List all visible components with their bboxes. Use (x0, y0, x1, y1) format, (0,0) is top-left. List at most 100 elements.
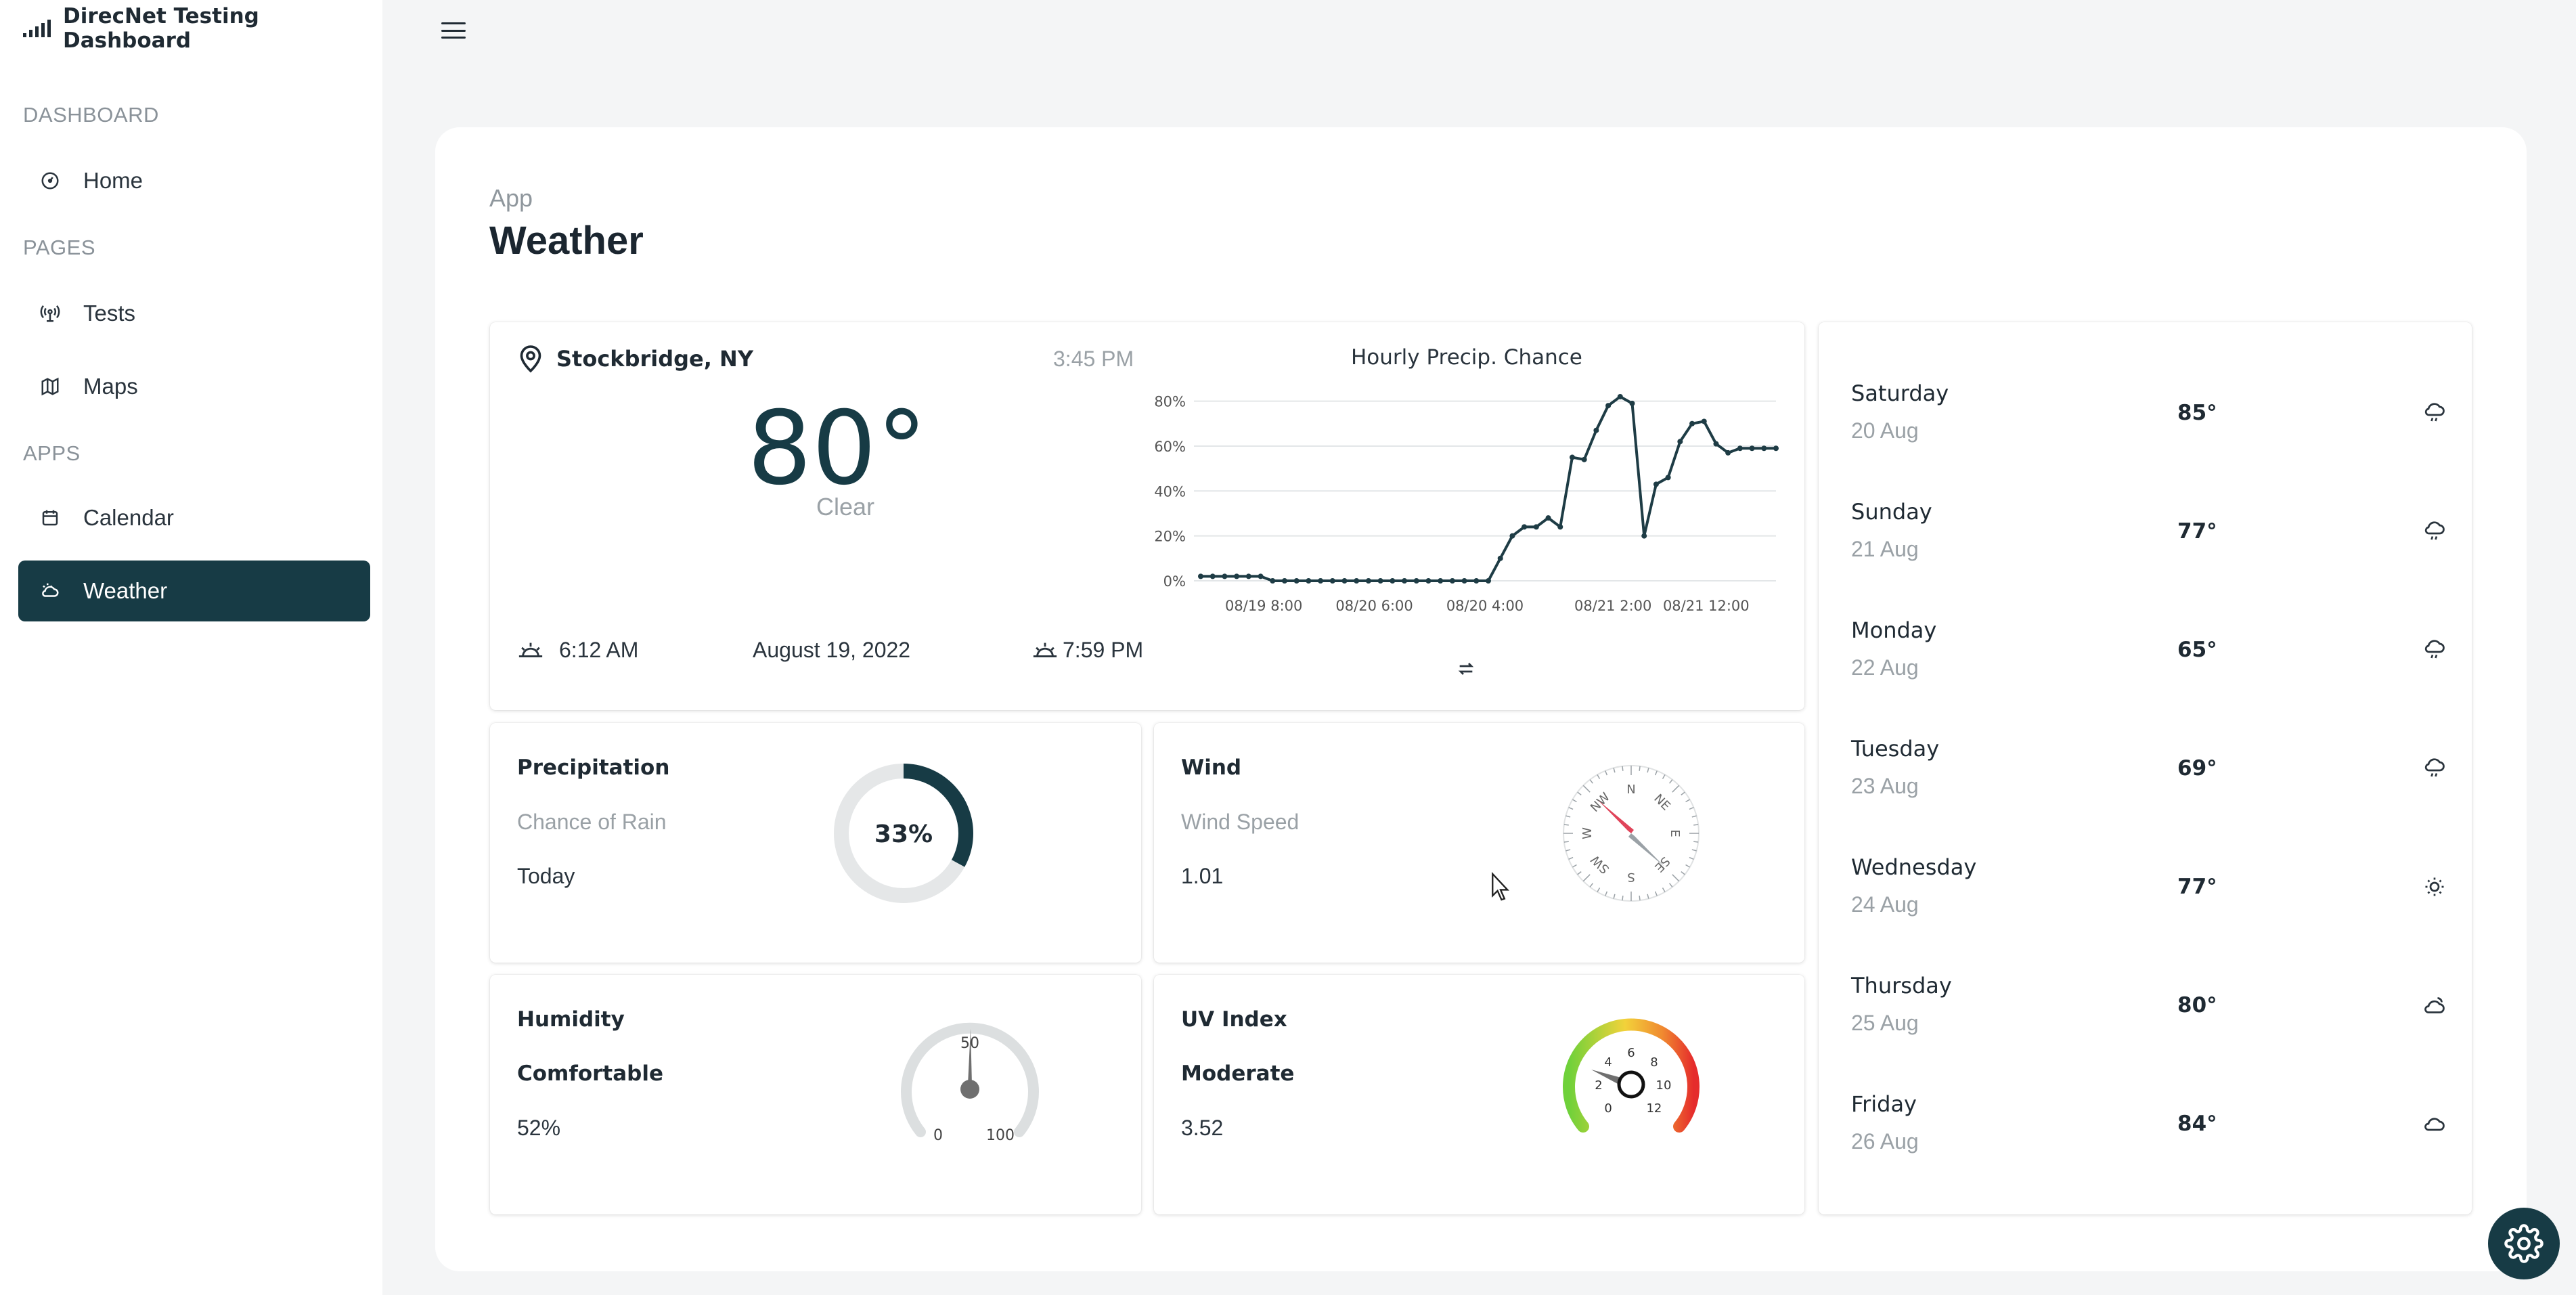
stat-title: Humidity (517, 1007, 625, 1032)
precip-point[interactable] (1270, 578, 1276, 584)
forecast-row[interactable]: Sunday 21 Aug 77° (1819, 499, 2475, 573)
precip-point[interactable] (1665, 475, 1671, 481)
breadcrumb[interactable]: App (489, 184, 533, 212)
precip-point[interactable] (1641, 533, 1647, 539)
precip-point[interactable] (1701, 418, 1707, 424)
precip-point[interactable] (1749, 445, 1755, 452)
precip-point[interactable] (1545, 515, 1551, 521)
section-label-apps: APPS (23, 441, 81, 465)
precip-point[interactable] (1413, 578, 1419, 584)
forecast-row[interactable]: Thursday 25 Aug 80° (1819, 973, 2475, 1047)
precip-point[interactable] (1222, 573, 1228, 579)
brand[interactable]: DirecNet Testing Dashboard (23, 4, 382, 53)
humidity-tick: 50 (960, 1035, 979, 1052)
precip-point[interactable] (1198, 573, 1203, 579)
precip-point[interactable] (1509, 533, 1515, 539)
y-tick-label: 20% (1154, 529, 1186, 545)
precip-point[interactable] (1402, 578, 1408, 584)
forecast-row[interactable]: Monday 22 Aug 65° (1819, 617, 2475, 692)
humidity-tick: 0 (933, 1127, 943, 1144)
precip-point[interactable] (1473, 578, 1480, 584)
precip-point[interactable] (1318, 578, 1324, 584)
precip-point[interactable] (1293, 578, 1300, 584)
hamburger-line (441, 37, 466, 39)
precip-point[interactable] (1329, 578, 1335, 584)
forecast-row[interactable]: Tuesday 23 Aug 69° (1819, 736, 2475, 810)
precip-point[interactable] (1773, 445, 1779, 452)
precip-point[interactable] (1522, 524, 1528, 530)
compass-tick (1685, 799, 1690, 803)
wind-card: Wind Wind Speed 1.01 N NE E SE S SW W NW (1154, 723, 1804, 963)
sidebar-item-weather[interactable]: Weather (18, 561, 370, 621)
precip-point[interactable] (1629, 400, 1635, 406)
forecast-date: 20 Aug (1851, 418, 1919, 443)
forecast-row[interactable]: Friday 26 Aug 84° (1819, 1091, 2475, 1166)
cloud-rain-icon (2424, 403, 2445, 422)
precip-point[interactable] (1354, 578, 1360, 584)
sidebar-item-maps[interactable]: Maps (18, 356, 370, 417)
settings-button[interactable] (2488, 1208, 2560, 1279)
compass-tick (1672, 785, 1680, 793)
precip-point[interactable] (1449, 578, 1455, 584)
precip-point[interactable] (1725, 449, 1731, 456)
precip-point[interactable] (1677, 439, 1683, 445)
precip-point[interactable] (1258, 573, 1264, 579)
precip-point[interactable] (1569, 454, 1575, 460)
forecast-row[interactable]: Wednesday 24 Aug 77° (1819, 854, 2475, 929)
cloud-rain-icon (2424, 640, 2445, 659)
compass-tick (1597, 887, 1601, 892)
sidebar-item-calendar[interactable]: Calendar (18, 487, 370, 548)
x-tick-label: 08/19 8:00 (1225, 598, 1302, 614)
precip-point[interactable] (1737, 445, 1743, 452)
precip-point[interactable] (1713, 441, 1719, 447)
sunset-time: 7:59 PM (1063, 638, 1144, 662)
uv-tick-label: 8 (1650, 1055, 1658, 1070)
precip-point[interactable] (1234, 573, 1240, 579)
precip-point[interactable] (1557, 524, 1563, 530)
x-tick-label: 08/21 12:00 (1663, 598, 1750, 614)
compass-tick (1639, 896, 1641, 901)
precip-point[interactable] (1245, 573, 1251, 579)
precip-point[interactable] (1581, 456, 1587, 462)
compass-tick (1639, 766, 1641, 771)
mouse-cursor-icon (1492, 872, 1509, 901)
antenna-icon (40, 303, 60, 324)
precip-point[interactable] (1605, 403, 1612, 409)
compass-tick (1654, 770, 1658, 776)
sidebar-item-tests[interactable]: Tests (18, 283, 370, 344)
precip-point[interactable] (1461, 578, 1467, 584)
forecast-row[interactable]: Saturday 20 Aug 85° (1819, 380, 2475, 455)
forecast-date: 26 Aug (1851, 1129, 1919, 1154)
humidity-tick: 100 (986, 1127, 1015, 1144)
precip-point[interactable] (1365, 578, 1371, 584)
menu-toggle-button[interactable] (441, 20, 466, 41)
precip-point[interactable] (1425, 578, 1431, 584)
precip-point[interactable] (1486, 578, 1491, 584)
uv-card: UV Index Moderate 3.52 0 2 4 6 8 10 12 (1154, 975, 1804, 1214)
compass-tick (1565, 815, 1571, 818)
precip-point[interactable] (1653, 481, 1659, 487)
precip-point[interactable] (1533, 524, 1539, 530)
x-tick-label: 08/21 2:00 (1574, 598, 1651, 614)
section-label-dashboard: DASHBOARD (23, 103, 159, 127)
precip-point[interactable] (1438, 578, 1444, 584)
precip-point[interactable] (1689, 420, 1695, 426)
precip-point[interactable] (1306, 578, 1312, 584)
precip-point[interactable] (1281, 578, 1287, 584)
precip-point[interactable] (1377, 578, 1383, 584)
precip-point[interactable] (1497, 555, 1503, 561)
precip-point[interactable] (1341, 578, 1348, 584)
precip-point[interactable] (1593, 427, 1599, 433)
compass-tick (1672, 874, 1680, 882)
compass-tick (1572, 799, 1577, 803)
sidebar-item-home[interactable]: Home (18, 150, 370, 211)
precip-point[interactable] (1617, 393, 1623, 399)
precip-point[interactable] (1209, 573, 1216, 579)
compass-needle-north (1598, 800, 1634, 833)
precip-point[interactable] (1390, 578, 1396, 584)
uv-tick-label: 10 (1656, 1078, 1672, 1093)
compass-label: S (1627, 870, 1635, 884)
precip-chart[interactable]: 0% 20% 40% 60% 80% 08/19 8:00 08/20 6:00 08/20 … (1140, 376, 1790, 634)
swap-icon[interactable] (1455, 658, 1477, 680)
precip-point[interactable] (1761, 445, 1767, 452)
